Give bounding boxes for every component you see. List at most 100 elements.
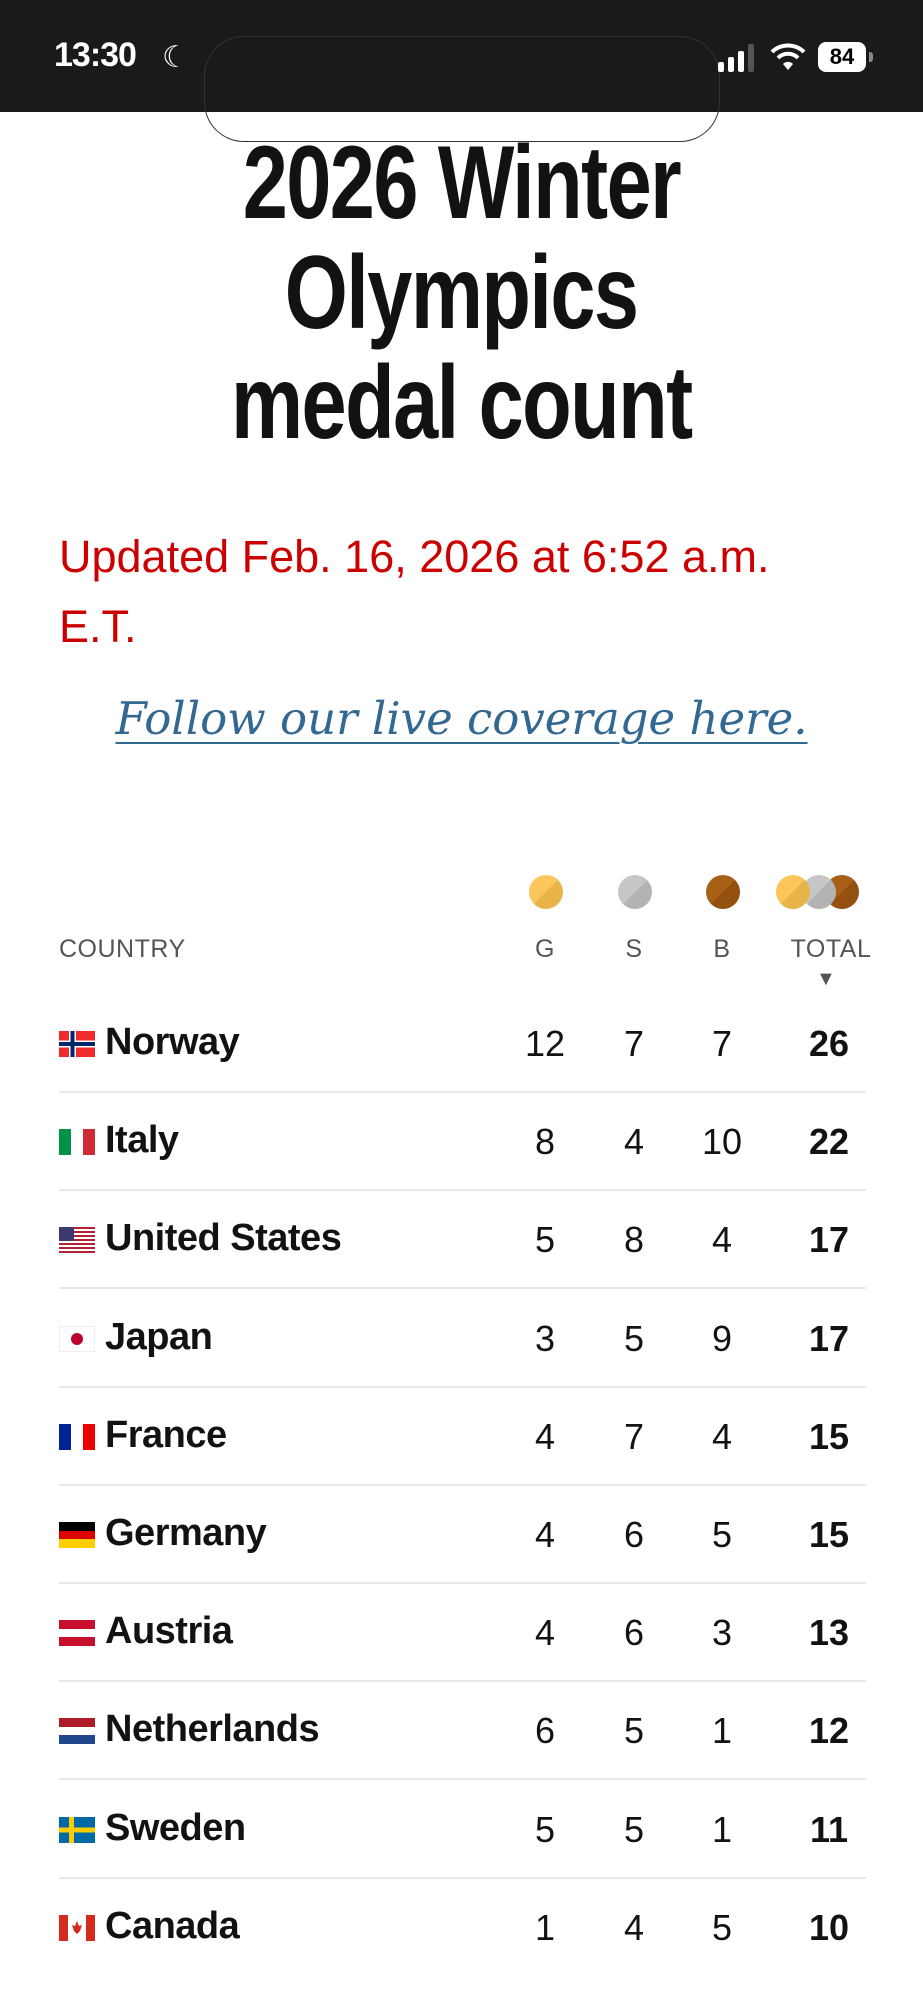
silver-count: 7: [623, 1023, 645, 1064]
table-row: Canada 1 4 5 10: [59, 1879, 866, 1977]
silver-count: 4: [623, 1906, 645, 1948]
gold-count: 5: [534, 1808, 556, 1850]
silver-count: 6: [623, 1612, 645, 1654]
row-divider: [59, 1876, 866, 1879]
silver-count: 7: [623, 1415, 645, 1457]
bronze-count: 10: [701, 1121, 743, 1163]
country-name: Italy: [105, 1119, 179, 1162]
row-divider: [59, 1483, 866, 1486]
country-name: Japan: [105, 1315, 213, 1358]
country-name: United States: [105, 1217, 342, 1260]
silver-count: 8: [623, 1219, 645, 1261]
bronze-count: 3: [711, 1612, 733, 1654]
bronze-count: 1: [711, 1808, 733, 1850]
flag-usa-icon: [59, 1227, 95, 1254]
total-count: 15: [808, 1514, 850, 1555]
header-country[interactable]: COUNTRY: [59, 935, 186, 963]
dynamic-island: [204, 36, 720, 142]
bronze-medal-icon: [706, 875, 740, 909]
header-bronze[interactable]: B: [713, 935, 731, 963]
gold-count: 4: [534, 1415, 556, 1457]
gold-count: 3: [534, 1317, 556, 1359]
table-row: Austria 4 6 3 13: [59, 1584, 866, 1683]
gold-count: 5: [534, 1219, 556, 1261]
signal-icon: [718, 44, 754, 72]
total-count: 13: [808, 1612, 850, 1654]
silver-count: 5: [623, 1808, 645, 1850]
table-row: Italy 8 4 10 22: [59, 1093, 866, 1192]
clock: 13:30: [54, 36, 137, 74]
battery-icon: 84: [818, 42, 866, 72]
flag-austria-icon: [59, 1620, 95, 1647]
live-coverage-link[interactable]: Follow our live coverage here.: [115, 692, 808, 745]
row-divider: [59, 1582, 866, 1584]
bronze-count: 1: [711, 1710, 733, 1752]
header-gold[interactable]: G: [535, 935, 555, 963]
total-count: 11: [809, 1808, 849, 1850]
country-name: Sweden: [105, 1806, 246, 1849]
bronze-count: 7: [711, 1023, 733, 1064]
gold-count: 12: [524, 1023, 566, 1064]
table-row: Sweden 5 5 1 11: [59, 1781, 866, 1879]
country-name: France: [105, 1413, 227, 1456]
page-title: 2026 Winter Olympics medal count: [0, 128, 923, 458]
total-count: 26: [808, 1023, 850, 1064]
bronze-count: 4: [711, 1219, 733, 1261]
flag-sweden-icon: [59, 1816, 95, 1843]
country-name: Germany: [105, 1512, 267, 1554]
table-row: Germany 4 6 5 15: [59, 1486, 866, 1584]
country-name: Canada: [105, 1904, 240, 1947]
header-total[interactable]: TOTAL: [790, 935, 872, 963]
gold-count: 4: [534, 1514, 556, 1555]
row-divider: [59, 1091, 866, 1093]
flag-france-icon: [59, 1423, 95, 1450]
total-count: 17: [808, 1219, 850, 1261]
row-divider: [59, 1287, 866, 1290]
flag-canada-icon: [59, 1914, 95, 1941]
silver-count: 6: [623, 1514, 645, 1555]
title-line: Olympics: [285, 235, 639, 351]
silver-medal-icon: [618, 875, 652, 909]
gold-count: 1: [534, 1906, 556, 1948]
total-count: 10: [808, 1906, 850, 1948]
moon-icon: ☾: [162, 41, 189, 74]
gold-count: 4: [534, 1612, 556, 1654]
gold-medal-icon: [529, 875, 563, 909]
gold-count: 6: [534, 1710, 556, 1752]
wifi-icon: [770, 43, 806, 70]
row-divider: [59, 1189, 866, 1192]
country-name: Austria: [105, 1610, 233, 1653]
table-row: Japan 3 5 9 17: [59, 1290, 866, 1388]
title-line: medal count: [231, 345, 693, 461]
table-row: Netherlands 6 5 1 12: [59, 1682, 866, 1781]
flag-japan-icon: [59, 1325, 95, 1352]
updated-timestamp: Updated Feb. 16, 2026 at 6:52 a.m. E.T.: [59, 531, 770, 652]
silver-count: 5: [623, 1710, 645, 1752]
sort-desc-icon: ▼: [816, 968, 836, 990]
row-divider: [59, 1680, 866, 1683]
bronze-count: 5: [711, 1906, 733, 1948]
row-divider: [59, 1385, 866, 1388]
gold-count: 8: [534, 1121, 556, 1163]
flag-italy-icon: [59, 1129, 95, 1156]
status-bar: 13:30 ☾ 84: [0, 0, 923, 142]
table-row: United States 5 8 4 17: [59, 1191, 866, 1290]
header-silver[interactable]: S: [625, 935, 643, 963]
bronze-count: 4: [711, 1415, 733, 1457]
title-line: 2026 Winter: [242, 125, 682, 241]
flag-germany-icon: [59, 1522, 95, 1548]
bronze-count: 5: [711, 1514, 733, 1555]
battery-tip: [869, 52, 873, 62]
flag-netherlands-icon: [59, 1718, 95, 1745]
total-count: 15: [808, 1415, 850, 1457]
total-count: 17: [808, 1317, 850, 1359]
silver-count: 5: [623, 1317, 645, 1359]
country-name: Norway: [105, 1021, 240, 1063]
flag-norway-icon: [59, 1031, 95, 1057]
country-name: Netherlands: [105, 1708, 320, 1751]
row-divider: [59, 1778, 866, 1781]
silver-count: 4: [623, 1121, 645, 1163]
total-count: 12: [808, 1710, 850, 1752]
table-row: Norway 12 7 7 26: [59, 995, 866, 1093]
bronze-count: 9: [711, 1317, 733, 1359]
